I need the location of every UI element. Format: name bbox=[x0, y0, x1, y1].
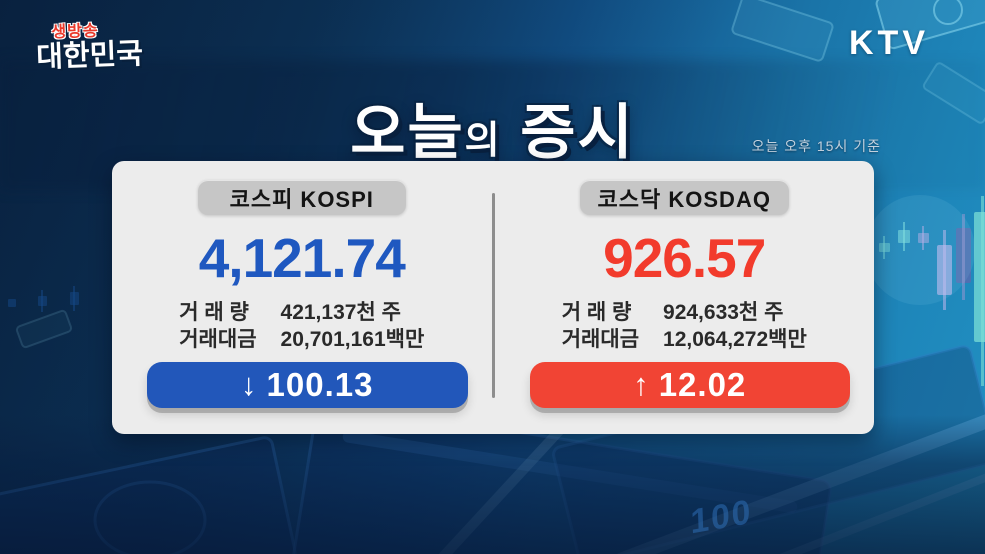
kosdaq-amount-label: 거래대금 bbox=[561, 328, 640, 352]
kospi-panel: 코스피 KOSPI 4,121.74 거 래 량 421,137천 주 거래대금… bbox=[112, 161, 492, 434]
title-part2: 증시 bbox=[501, 99, 635, 166]
kospi-change-value: 100.13 bbox=[266, 366, 374, 403]
kospi-amount-value: 20,701,161백만 bbox=[280, 328, 425, 352]
kospi-value: 4,121.74 bbox=[198, 227, 406, 289]
kospi-amount-label: 거래대금 bbox=[179, 328, 257, 352]
kosdaq-change-badge: ↑ 12.02 bbox=[529, 362, 850, 408]
kospi-label-pill: 코스피 KOSPI bbox=[197, 180, 406, 215]
kospi-change-badge: ↓ 100.13 bbox=[147, 362, 468, 408]
kosdaq-amount-value: 12,064,272백만 bbox=[663, 328, 807, 352]
as-of-timestamp: 오늘 오후 15시 기준 bbox=[751, 138, 881, 154]
kosdaq-value: 926.57 bbox=[603, 227, 766, 289]
program-logo-line2: 대한민국 bbox=[35, 37, 144, 74]
up-arrow-icon: ↑ bbox=[633, 367, 650, 402]
title-particle: 의 bbox=[464, 120, 502, 162]
program-logo: 생방송 대한민국 bbox=[35, 22, 144, 74]
market-card: 코스피 KOSPI 4,121.74 거 래 량 421,137천 주 거래대금… bbox=[112, 161, 874, 434]
kosdaq-volume-value: 924,633천 주 bbox=[663, 301, 784, 324]
kosdaq-volume-label: 거 래 량 bbox=[561, 301, 632, 324]
kosdaq-panel: 코스닥 KOSDAQ 926.57 거 래 량 924,633천 주 거래대금 … bbox=[495, 161, 875, 434]
kosdaq-change-value: 12.02 bbox=[658, 366, 747, 403]
page-title: 오늘의 증시 bbox=[0, 84, 985, 171]
down-arrow-icon: ↓ bbox=[241, 367, 258, 402]
title-part1: 오늘 bbox=[350, 99, 465, 166]
kospi-volume-value: 421,137천 주 bbox=[280, 301, 401, 324]
channel-logo: KTV bbox=[849, 24, 929, 62]
kospi-stats: 거 래 량 421,137천 주 거래대금 20,701,161백만 bbox=[179, 300, 424, 354]
kosdaq-label-pill: 코스닥 KOSDAQ bbox=[579, 180, 789, 215]
kospi-volume-label: 거 래 량 bbox=[179, 301, 249, 324]
panel-divider bbox=[491, 193, 495, 398]
kosdaq-stats: 거 래 량 924,633천 주 거래대금 12,064,272백만 bbox=[562, 300, 807, 354]
background-bottom-shade bbox=[0, 415, 985, 554]
